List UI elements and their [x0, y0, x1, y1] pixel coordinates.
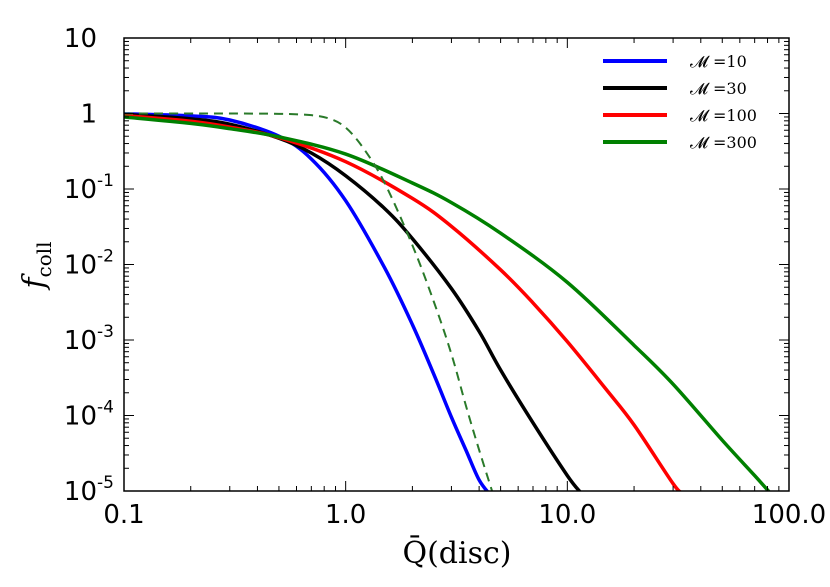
y-tick-label: 10: [64, 326, 97, 356]
curves-layer: [124, 112, 771, 491]
x-tick-label: 100.0: [752, 500, 826, 530]
legend-label: 𝓜 =300: [690, 133, 757, 152]
y-tick-exponent: -1: [97, 171, 114, 191]
y-tick-label: 10: [64, 175, 97, 205]
y-tick-exponent: -4: [97, 398, 114, 418]
x-tick-label: 1.0: [325, 500, 366, 530]
y-tick-label: 10: [64, 251, 97, 281]
y-tick-exponent: -2: [97, 247, 114, 267]
y-tick-exponent: -3: [97, 322, 114, 342]
x-tick-label: 10.0: [538, 500, 596, 530]
y-tick-label: 10: [64, 24, 97, 54]
y-tick-exponent: -5: [97, 473, 114, 493]
y-tick-label: 1: [80, 100, 97, 130]
series-line-dashed: [124, 112, 494, 491]
legend-label: 𝓜 =30: [690, 79, 747, 98]
series-line-4: [124, 115, 771, 491]
legend: 𝓜 =10 𝓜 =30 𝓜 =100 𝓜 =300: [603, 52, 757, 152]
y-tick-label: 10: [64, 477, 97, 507]
x-tick-label: 0.1: [103, 500, 144, 530]
legend-label: 𝓜 =10: [690, 52, 747, 71]
series-line-1: [124, 112, 490, 491]
x-axis-label: Q̄(disc): [403, 535, 512, 571]
y-tick-label: 10: [64, 402, 97, 432]
y-axis-label: fcoll: [17, 241, 56, 290]
legend-label: 𝓜 =100: [690, 106, 757, 125]
series-line-2: [124, 112, 582, 491]
svg-text:fcoll: fcoll: [17, 241, 56, 290]
y-axis-label-sub: coll: [32, 241, 56, 277]
